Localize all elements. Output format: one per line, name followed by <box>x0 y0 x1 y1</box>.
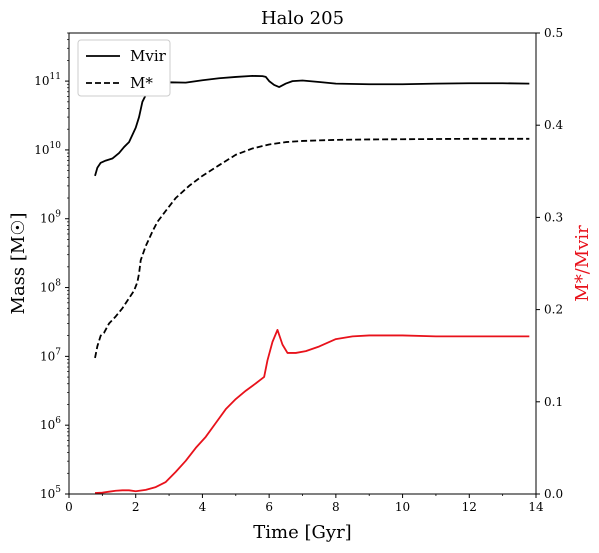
x-tick-label: 2 <box>132 500 140 514</box>
chart-title: Halo 205 <box>261 8 344 29</box>
series-line-mstar <box>94 137 530 359</box>
y-right-tick-label: 0.4 <box>544 118 563 132</box>
ticks-layer: 0 2 4 6 8 10 12 14 105 106 107 108 109 1010 1011 0.0 0.1… <box>34 26 563 514</box>
y-left-tick-label: 108 <box>40 279 61 295</box>
x-tick-label: 4 <box>199 500 207 514</box>
y-left-tick-label: 107 <box>40 347 61 363</box>
x-tick-label: 12 <box>462 500 477 514</box>
y-left-tick-label: 109 <box>40 210 61 226</box>
y-right-axis-title: M*/Mvir <box>572 225 593 302</box>
x-tick-label: 0 <box>65 500 73 514</box>
series-layer <box>94 75 530 494</box>
y-left-tick-label: 1010 <box>34 141 61 157</box>
y-left-axis-title: Mass [M☉] <box>8 213 29 315</box>
x-tick-label: 14 <box>528 500 544 514</box>
y-left-tick-label: 1011 <box>34 72 61 88</box>
x-tick-label: 6 <box>265 500 273 514</box>
y-right-tick-label: 0.2 <box>544 303 563 317</box>
y-left-tick-label: 105 <box>40 485 61 501</box>
plot-frame <box>68 32 537 495</box>
legend-box <box>77 39 171 97</box>
x-axis-title: Time [Gyr] <box>253 522 351 543</box>
series-line-ratio <box>94 328 530 494</box>
y-left-tick-label: 106 <box>40 416 61 432</box>
legend-label-mstar: M* <box>130 74 153 92</box>
y-right-tick-label: 0.3 <box>544 210 563 224</box>
legend: Mvir M* <box>77 39 171 97</box>
y-right-tick-label: 0.5 <box>544 26 563 40</box>
y-right-tick-label: 0.0 <box>544 487 563 501</box>
series-line-mvir <box>94 75 530 177</box>
x-tick-label: 8 <box>332 500 340 514</box>
legend-label-mvir: Mvir <box>130 47 167 65</box>
x-tick-label: 10 <box>395 500 410 514</box>
y-right-tick-label: 0.1 <box>544 395 563 409</box>
